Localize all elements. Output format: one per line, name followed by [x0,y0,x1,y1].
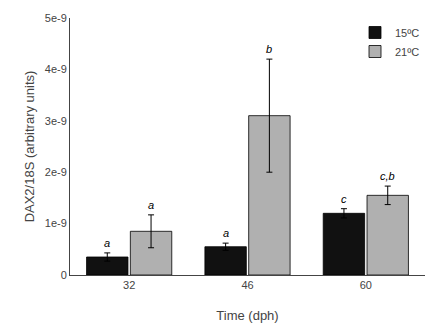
svg-text:21ºC: 21ºC [395,46,419,58]
svg-text:60: 60 [360,279,372,291]
svg-text:0: 0 [61,269,67,281]
svg-text:a: a [104,237,110,249]
svg-text:c: c [341,193,347,205]
svg-text:a: a [223,227,229,239]
svg-text:b: b [266,43,272,55]
svg-text:2e-9: 2e-9 [45,166,67,178]
svg-text:15ºC: 15ºC [395,27,419,39]
svg-text:3e-9: 3e-9 [45,115,67,127]
svg-text:5e-9: 5e-9 [45,12,67,24]
svg-text:DAX2/18S (arbitrary units): DAX2/18S (arbitrary units) [22,71,37,223]
svg-text:46: 46 [241,279,253,291]
svg-text:c,b: c,b [380,170,395,182]
svg-text:1e-9: 1e-9 [45,217,67,229]
svg-text:Time (dph): Time (dph) [216,308,278,323]
svg-text:4e-9: 4e-9 [45,63,67,75]
svg-text:32: 32 [123,279,135,291]
svg-text:a: a [148,199,154,211]
